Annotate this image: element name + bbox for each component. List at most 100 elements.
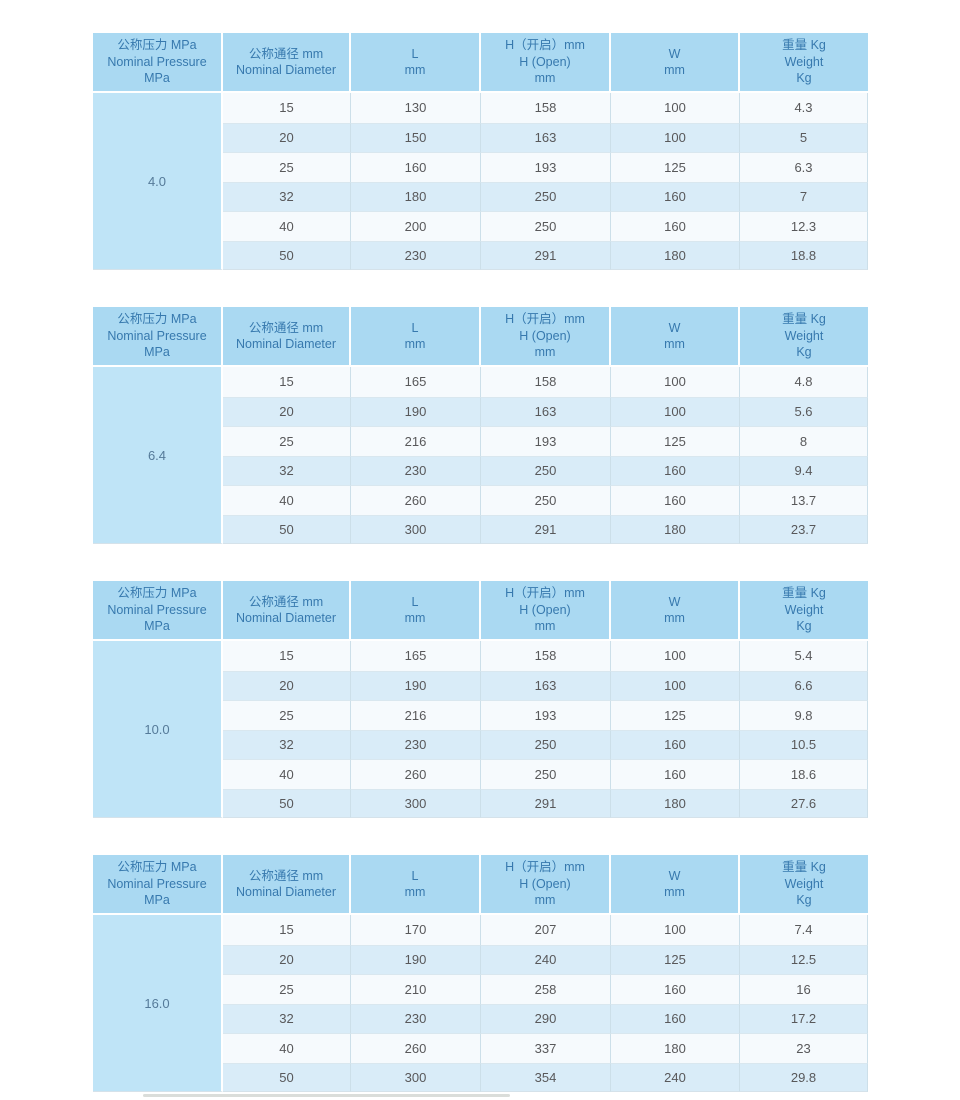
cell-length: 160 [351, 152, 481, 182]
cell-weight: 23 [740, 1033, 868, 1063]
cell-nominal-diameter: 40 [223, 485, 351, 515]
column-header-height-open: H（开启）mm H (Open) mm [481, 581, 611, 641]
cell-nominal-diameter: 50 [223, 1062, 351, 1092]
column-header-nominal-pressure: 公称压力 MPa Nominal Pressure MPa [93, 307, 223, 367]
cell-width: 100 [611, 396, 740, 426]
cell-length: 300 [351, 514, 481, 544]
cell-length: 216 [351, 426, 481, 456]
cell-width: 160 [611, 729, 740, 759]
cell-nominal-diameter: 25 [223, 152, 351, 182]
cell-length: 260 [351, 759, 481, 789]
cell-height-open: 250 [481, 181, 611, 211]
cell-width: 160 [611, 181, 740, 211]
cell-nominal-diameter: 32 [223, 455, 351, 485]
page: 公称压力 MPa Nominal Pressure MPa 公称通径 mm No… [93, 33, 868, 1100]
cell-length: 190 [351, 944, 481, 974]
cell-nominal-diameter: 25 [223, 974, 351, 1004]
cell-height-open: 158 [481, 367, 611, 397]
cell-width: 160 [611, 485, 740, 515]
column-header-weight: 重量 Kg Weight Kg [740, 855, 868, 915]
spec-table-pn-4-0: 公称压力 MPa Nominal Pressure MPa 公称通径 mm No… [93, 33, 868, 270]
cell-length: 230 [351, 240, 481, 270]
cell-height-open: 163 [481, 396, 611, 426]
cell-height-open: 337 [481, 1033, 611, 1063]
cell-width: 100 [611, 641, 740, 671]
cell-height-open: 250 [481, 211, 611, 241]
cell-width: 125 [611, 426, 740, 456]
cell-height-open: 290 [481, 1003, 611, 1033]
pressure-value-cell: 10.0 [93, 641, 223, 818]
column-header-nominal-pressure: 公称压力 MPa Nominal Pressure MPa [93, 855, 223, 915]
pressure-value-cell: 16.0 [93, 915, 223, 1092]
column-header-nominal-diameter: 公称通径 mm Nominal Diameter [223, 581, 351, 641]
cell-height-open: 163 [481, 122, 611, 152]
spec-table-pn-6-4: 公称压力 MPa Nominal Pressure MPa 公称通径 mm No… [93, 307, 868, 544]
cell-height-open: 291 [481, 788, 611, 818]
cell-nominal-diameter: 32 [223, 729, 351, 759]
cell-length: 230 [351, 1003, 481, 1033]
cell-height-open: 250 [481, 759, 611, 789]
cell-weight: 4.3 [740, 93, 868, 123]
table-grid: 公称压力 MPa Nominal Pressure MPa 公称通径 mm No… [93, 855, 868, 1092]
cell-height-open: 250 [481, 455, 611, 485]
cell-weight: 9.8 [740, 700, 868, 730]
cell-weight: 6.3 [740, 152, 868, 182]
cell-nominal-diameter: 32 [223, 1003, 351, 1033]
cell-width: 100 [611, 915, 740, 945]
cell-width: 180 [611, 788, 740, 818]
cell-length: 300 [351, 788, 481, 818]
cell-width: 180 [611, 240, 740, 270]
cell-weight: 5 [740, 122, 868, 152]
cell-height-open: 158 [481, 641, 611, 671]
cell-length: 230 [351, 729, 481, 759]
cell-nominal-diameter: 50 [223, 240, 351, 270]
cell-nominal-diameter: 25 [223, 426, 351, 456]
cell-weight: 4.8 [740, 367, 868, 397]
pressure-value-cell: 4.0 [93, 93, 223, 270]
cell-nominal-diameter: 25 [223, 700, 351, 730]
cell-width: 160 [611, 974, 740, 1004]
cell-width: 160 [611, 455, 740, 485]
cell-nominal-diameter: 40 [223, 1033, 351, 1063]
cell-width: 160 [611, 759, 740, 789]
cell-weight: 7.4 [740, 915, 868, 945]
cell-height-open: 250 [481, 485, 611, 515]
cell-length: 170 [351, 915, 481, 945]
cell-length: 165 [351, 367, 481, 397]
cell-height-open: 158 [481, 93, 611, 123]
cell-width: 125 [611, 700, 740, 730]
column-header-height-open: H（开启）mm H (Open) mm [481, 307, 611, 367]
cell-width: 180 [611, 514, 740, 544]
pressure-value-cell: 6.4 [93, 367, 223, 544]
cell-height-open: 258 [481, 974, 611, 1004]
cell-width: 125 [611, 944, 740, 974]
cell-length: 130 [351, 93, 481, 123]
cell-width: 240 [611, 1062, 740, 1092]
column-header-nominal-pressure: 公称压力 MPa Nominal Pressure MPa [93, 33, 223, 93]
cell-length: 190 [351, 396, 481, 426]
cell-length: 150 [351, 122, 481, 152]
cell-nominal-diameter: 32 [223, 181, 351, 211]
cell-nominal-diameter: 40 [223, 759, 351, 789]
cell-weight: 12.5 [740, 944, 868, 974]
cell-width: 100 [611, 670, 740, 700]
column-header-width: W mm [611, 855, 740, 915]
cell-width: 100 [611, 93, 740, 123]
cell-weight: 18.8 [740, 240, 868, 270]
cell-weight: 18.6 [740, 759, 868, 789]
cell-weight: 16 [740, 974, 868, 1004]
column-header-length: L mm [351, 581, 481, 641]
cell-length: 180 [351, 181, 481, 211]
column-header-length: L mm [351, 855, 481, 915]
column-header-nominal-pressure: 公称压力 MPa Nominal Pressure MPa [93, 581, 223, 641]
cell-length: 230 [351, 455, 481, 485]
cell-nominal-diameter: 15 [223, 641, 351, 671]
table-grid: 公称压力 MPa Nominal Pressure MPa 公称通径 mm No… [93, 581, 868, 818]
cell-weight: 13.7 [740, 485, 868, 515]
cell-weight: 23.7 [740, 514, 868, 544]
cell-width: 180 [611, 1033, 740, 1063]
cell-weight: 27.6 [740, 788, 868, 818]
column-header-nominal-diameter: 公称通径 mm Nominal Diameter [223, 855, 351, 915]
column-header-height-open: H（开启）mm H (Open) mm [481, 33, 611, 93]
clipped-text-fragment [143, 1094, 510, 1097]
